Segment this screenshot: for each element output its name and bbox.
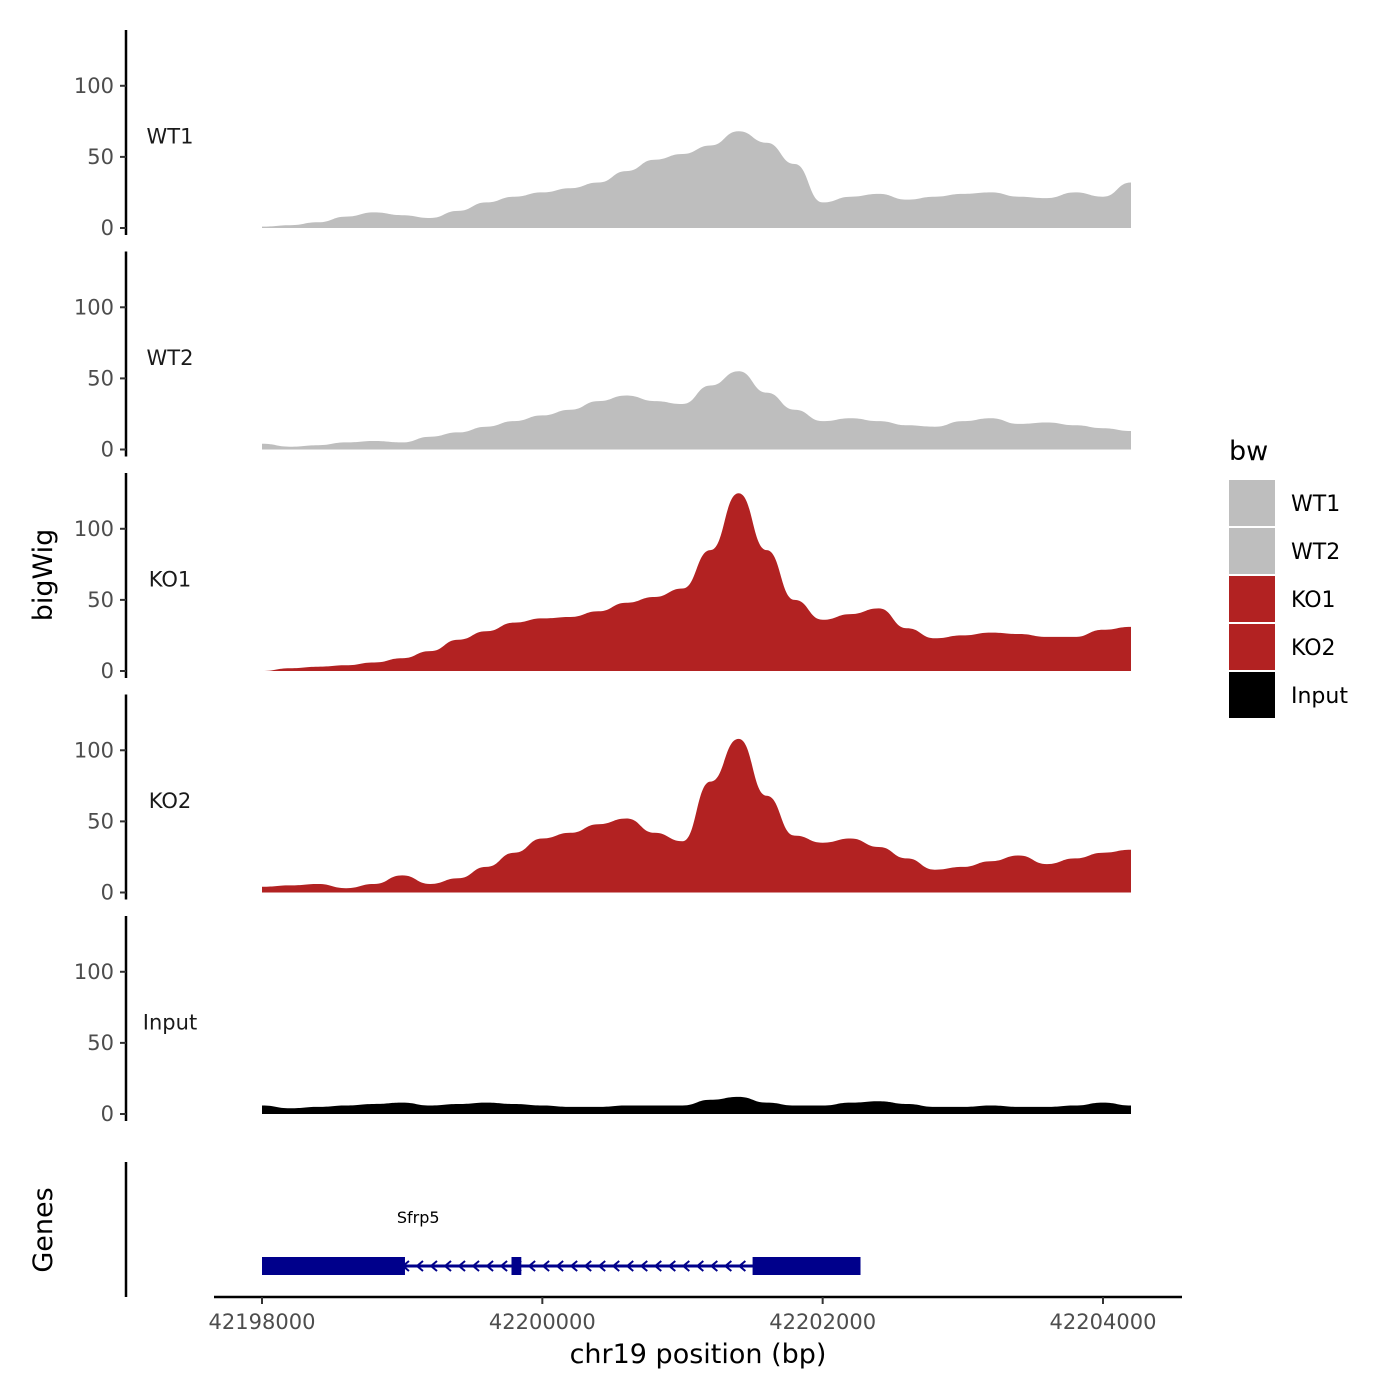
x-axis-title: chr19 position (bp) [570,1339,827,1370]
y-tick-label: 100 [74,295,114,319]
y-tick-label: 100 [74,74,114,98]
x-axis: 42198000 42200000 42202000 42204000 [209,1295,1182,1334]
y-tick-label: 0 [101,438,114,462]
strand-arrow [653,1260,662,1272]
strand-arrow [485,1260,494,1272]
strand-arrow [429,1260,438,1272]
strand-arrow [737,1260,747,1272]
gene-exon [511,1257,522,1275]
legend-title: bw [1229,436,1268,467]
track-label: Input [143,1011,197,1035]
strand-arrow [639,1260,648,1272]
legend-label: WT1 [1291,492,1340,517]
track-wt1: 0 50 100 WT1 [74,30,1131,240]
gene-label: Sfrp5 [397,1208,440,1227]
bigwig-tracks: 0 50 100 WT1 0 50 100 WT2 0 50 100 KO1 0 50 100 KO2 0 50 1… [74,30,1131,1126]
area-ko1 [262,493,1131,671]
strand-arrow [499,1260,508,1272]
legend-swatch [1229,624,1275,670]
strand-arrow [681,1260,690,1272]
strand-arrow [527,1260,536,1272]
strand-arrow [583,1260,592,1272]
y-tick-label: 50 [87,809,114,833]
legend-label: KO1 [1291,588,1336,613]
y-tick-label: 50 [87,588,114,612]
track-label: WT2 [147,346,194,370]
legend-swatch [1229,528,1275,574]
track-wt2: 0 50 100 WT2 [74,251,1131,462]
y-tick-label: 0 [101,216,114,240]
legend: bw WT1 WT2 KO1 KO2 Input [1229,436,1348,718]
genes-axis-title: Genes [28,1187,59,1272]
strand-arrow [611,1260,620,1272]
area-wt2 [262,371,1131,450]
strand-arrow [667,1260,676,1272]
track-input: 0 50 100 Input [74,916,1131,1126]
gene-exon [262,1257,405,1275]
legend-swatch [1229,672,1275,718]
strand-arrow [695,1260,704,1272]
track-label: WT1 [147,125,194,149]
gene-exon [752,1257,861,1275]
area-wt1 [262,131,1131,228]
strand-arrow [541,1260,550,1272]
legend-label: Input [1291,684,1348,709]
strand-arrow [723,1260,732,1272]
track-ko2: 0 50 100 KO2 [74,694,1131,905]
y-tick-label: 100 [74,738,114,762]
strand-arrow [709,1260,718,1272]
x-tick-label: 42200000 [489,1310,596,1334]
legend-swatch [1229,480,1275,526]
x-tick-label: 42202000 [769,1310,876,1334]
area-ko2 [262,738,1131,893]
y-tick-label: 50 [87,1031,114,1055]
strand-arrow [443,1260,452,1272]
y-axis-title: bigWig [28,529,59,622]
x-tick-label: 42198000 [209,1310,316,1334]
strand-arrow [597,1260,606,1272]
strand-arrow [415,1260,424,1272]
strand-arrow [625,1260,634,1272]
y-tick-label: 50 [87,366,114,390]
y-tick-label: 0 [101,881,114,905]
y-tick-label: 0 [101,659,114,683]
y-tick-label: 0 [101,1102,114,1126]
track-label: KO1 [149,568,192,592]
genes-panel: Sfrp5 [124,1162,861,1297]
strand-arrow [457,1260,466,1272]
area-input [262,1096,1131,1114]
strand-arrow [569,1260,578,1272]
strand-arrow [471,1260,480,1272]
legend-label: KO2 [1291,636,1336,661]
legend-label: WT2 [1291,540,1340,565]
track-label: KO2 [149,789,192,813]
x-tick-label: 42204000 [1050,1310,1157,1334]
track-ko1: 0 50 100 KO1 [74,473,1131,683]
y-tick-label: 50 [87,145,114,169]
legend-swatch [1229,576,1275,622]
y-tick-label: 100 [74,960,114,984]
y-tick-label: 100 [74,517,114,541]
strand-arrow [555,1260,564,1272]
